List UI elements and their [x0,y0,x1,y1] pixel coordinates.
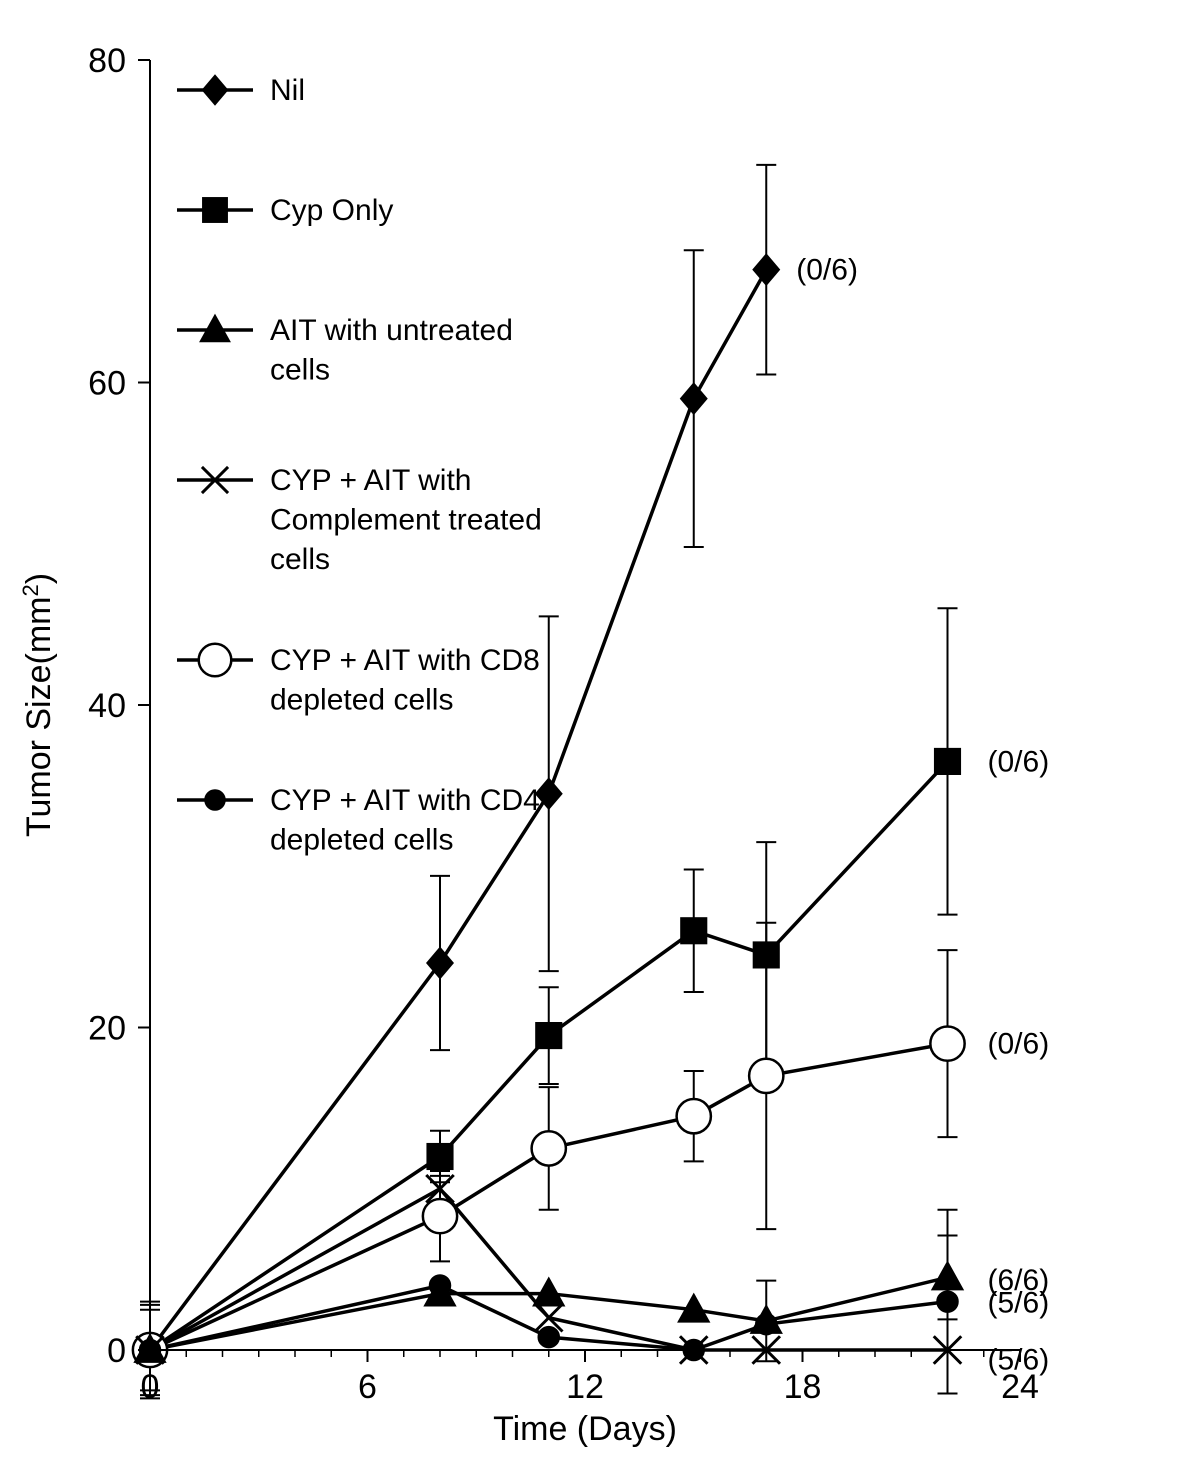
legend-label-comp: Complement treated [270,504,542,537]
y-axis-label: Tumor Size(mm2) [18,573,59,837]
legend-label-nil: Nil [270,74,305,107]
x-tick-label: 0 [141,1368,160,1406]
end-label-cyp: (0/6) [988,745,1050,778]
end-label-comp: (6/6) [988,1264,1050,1297]
end-label-nil: (0/6) [796,254,858,287]
x-tick-label: 12 [566,1368,604,1406]
legend-label-cd8: CYP + AIT with CD8 [270,644,540,677]
end-label-cd8: (0/6) [988,1028,1050,1061]
legend-label-comp: CYP + AIT with [270,464,472,497]
y-tick-label: 80 [88,42,126,80]
tumor-size-chart: 06121824020406080Time (Days)Tumor Size(m… [0,0,1200,1480]
legend-label-ait: AIT with untreated [270,314,513,347]
legend-label-cd4: depleted cells [270,824,453,857]
legend-label-cd8: depleted cells [270,684,453,717]
y-tick-label: 20 [88,1010,126,1048]
x-tick-label: 18 [784,1368,822,1406]
legend-label-comp: cells [270,543,330,576]
y-tick-label: 40 [88,687,126,725]
y-tick-label: 0 [107,1332,126,1370]
x-axis-label: Time (Days) [493,1410,677,1448]
chart-container: 06121824020406080Time (Days)Tumor Size(m… [0,0,1200,1480]
legend-label-ait: cells [270,354,330,387]
legend-label-cyp: Cyp Only [270,194,393,227]
end-label-cd4: (5/6) [988,1344,1050,1377]
y-tick-label: 60 [88,365,126,403]
x-tick-label: 6 [358,1368,377,1406]
chart-bg [0,0,1200,1480]
legend-label-cd4: CYP + AIT with CD4 [270,784,540,817]
